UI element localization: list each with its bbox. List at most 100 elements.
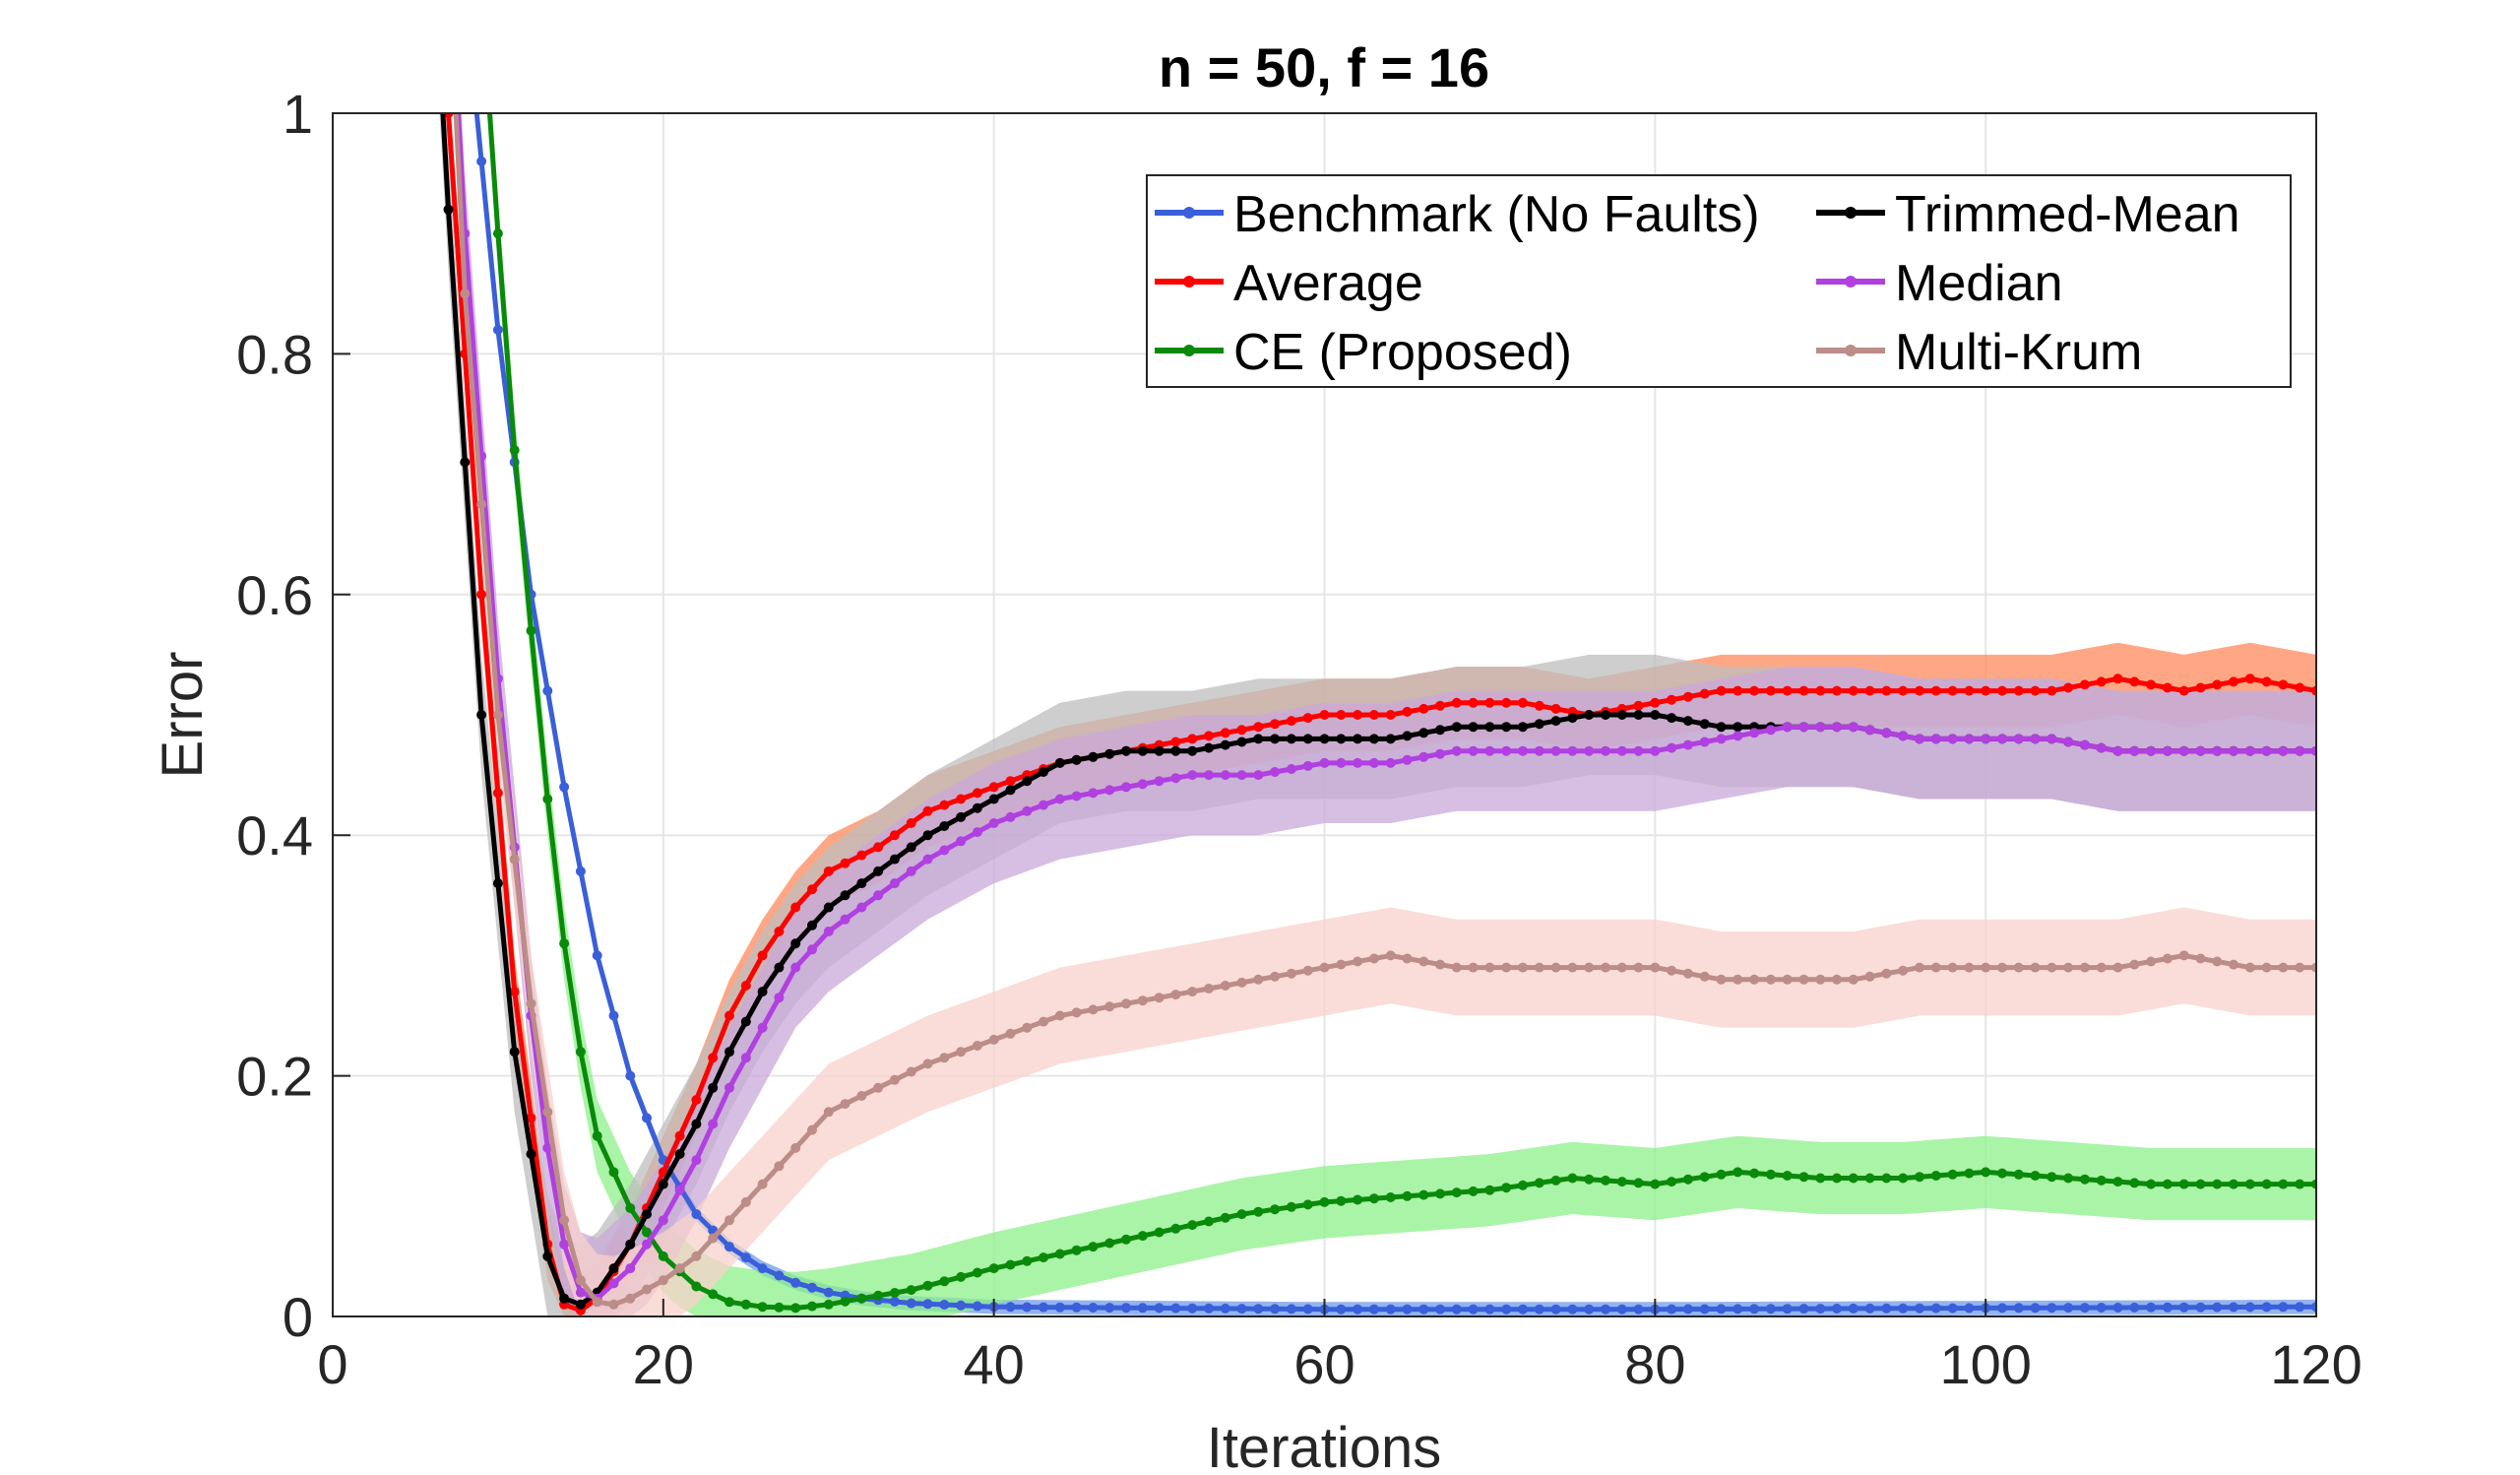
point-median — [1765, 725, 1776, 736]
point-ce-proposed — [724, 1297, 734, 1308]
point-average — [2063, 682, 2074, 693]
point-ce-proposed — [559, 938, 570, 949]
point-median — [1616, 745, 1627, 756]
point-average — [1667, 694, 1677, 705]
point-ce-proposed — [1270, 1204, 1281, 1215]
point-average — [674, 1130, 685, 1141]
point-multi-krum — [1121, 998, 1131, 1009]
point-trimmed-mean — [1220, 739, 1230, 750]
point-benchmark-no-faults — [1236, 1304, 1247, 1315]
point-trimmed-mean — [1302, 734, 1313, 744]
point-trimmed-mean — [1071, 754, 1082, 765]
point-median — [1601, 745, 1610, 756]
point-multi-krum — [1385, 950, 1396, 961]
point-ce-proposed — [2096, 1175, 2107, 1186]
point-benchmark-no-faults — [2261, 1302, 2272, 1313]
point-benchmark-no-faults — [2146, 1302, 2157, 1313]
point-average — [1302, 713, 1313, 724]
point-ce-proposed — [1154, 1227, 1165, 1238]
point-average — [1451, 697, 1462, 708]
point-average — [1848, 685, 1858, 696]
point-average — [2047, 685, 2057, 696]
point-multi-krum — [592, 1297, 602, 1308]
point-median — [2079, 739, 2090, 750]
point-multi-krum — [1435, 959, 1445, 970]
point-ce-proposed — [1054, 1249, 1065, 1259]
point-average — [1881, 685, 1892, 696]
point-trimmed-mean — [443, 204, 454, 215]
point-benchmark-no-faults — [1435, 1304, 1445, 1315]
point-ce-proposed — [1402, 1190, 1413, 1201]
point-median — [2096, 742, 2107, 753]
point-average — [1864, 685, 1875, 696]
point-benchmark-no-faults — [1385, 1304, 1396, 1315]
point-median — [542, 1142, 553, 1153]
point-benchmark-no-faults — [1749, 1304, 1760, 1315]
point-multi-krum — [2212, 956, 2223, 967]
point-benchmark-no-faults — [592, 950, 602, 961]
point-median — [1353, 757, 1363, 768]
point-ce-proposed — [988, 1263, 999, 1274]
point-benchmark-no-faults — [1534, 1304, 1544, 1315]
point-benchmark-no-faults — [2112, 1303, 2123, 1313]
point-median — [1699, 737, 1710, 747]
point-multi-krum — [1368, 953, 1379, 964]
point-median — [1848, 722, 1858, 733]
x-tick-label: 0 — [317, 1333, 347, 1395]
point-benchmark-no-faults — [1667, 1304, 1677, 1315]
point-median — [1385, 757, 1396, 768]
point-average — [1930, 685, 1941, 696]
point-multi-krum — [1204, 984, 1214, 994]
point-median — [823, 927, 834, 936]
point-multi-krum — [988, 1034, 999, 1045]
point-median — [642, 1239, 652, 1250]
point-ce-proposed — [873, 1290, 884, 1301]
point-ce-proposed — [1964, 1168, 1975, 1179]
point-average — [1518, 697, 1528, 708]
point-trimmed-mean — [1005, 785, 1016, 796]
point-average — [1699, 688, 1710, 699]
point-benchmark-no-faults — [1567, 1304, 1578, 1315]
point-average — [2261, 676, 2272, 687]
point-median — [790, 962, 801, 973]
point-trimmed-mean — [922, 830, 933, 841]
point-trimmed-mean — [1650, 710, 1661, 720]
point-ce-proposed — [642, 1227, 652, 1238]
point-trimmed-mean — [1534, 719, 1544, 730]
point-ce-proposed — [1749, 1168, 1760, 1179]
point-median — [1881, 728, 1892, 738]
legend-label-average: Average — [1233, 255, 1423, 312]
point-benchmark-no-faults — [1765, 1304, 1776, 1315]
point-trimmed-mean — [873, 866, 884, 876]
legend-marker-ce-proposed — [1183, 345, 1195, 356]
point-ce-proposed — [1385, 1192, 1396, 1202]
point-benchmark-no-faults — [2244, 1302, 2255, 1313]
point-trimmed-mean — [1550, 716, 1561, 727]
point-trimmed-mean — [1732, 722, 1743, 733]
point-trimmed-mean — [840, 890, 850, 901]
point-median — [2311, 745, 2316, 756]
point-average — [922, 805, 933, 816]
point-benchmark-no-faults — [2195, 1302, 2206, 1313]
y-tick-label: 0.6 — [236, 564, 313, 626]
point-multi-krum — [1137, 995, 1148, 1006]
point-trimmed-mean — [575, 1299, 586, 1310]
point-benchmark-no-faults — [492, 325, 503, 335]
point-multi-krum — [1236, 977, 1247, 988]
point-multi-krum — [1302, 965, 1313, 976]
point-trimmed-mean — [774, 962, 785, 973]
point-multi-krum — [1054, 1010, 1065, 1021]
point-multi-krum — [1071, 1007, 1082, 1018]
point-median — [1749, 728, 1760, 738]
point-benchmark-no-faults — [1832, 1304, 1842, 1314]
point-average — [1170, 737, 1181, 747]
point-median — [774, 993, 785, 1003]
point-benchmark-no-faults — [1253, 1304, 1264, 1315]
point-benchmark-no-faults — [1616, 1304, 1627, 1315]
point-average — [1964, 685, 1975, 696]
point-benchmark-no-faults — [2278, 1302, 2289, 1313]
point-benchmark-no-faults — [1088, 1303, 1099, 1313]
point-ce-proposed — [1518, 1180, 1528, 1190]
point-ce-proposed — [1039, 1252, 1048, 1263]
